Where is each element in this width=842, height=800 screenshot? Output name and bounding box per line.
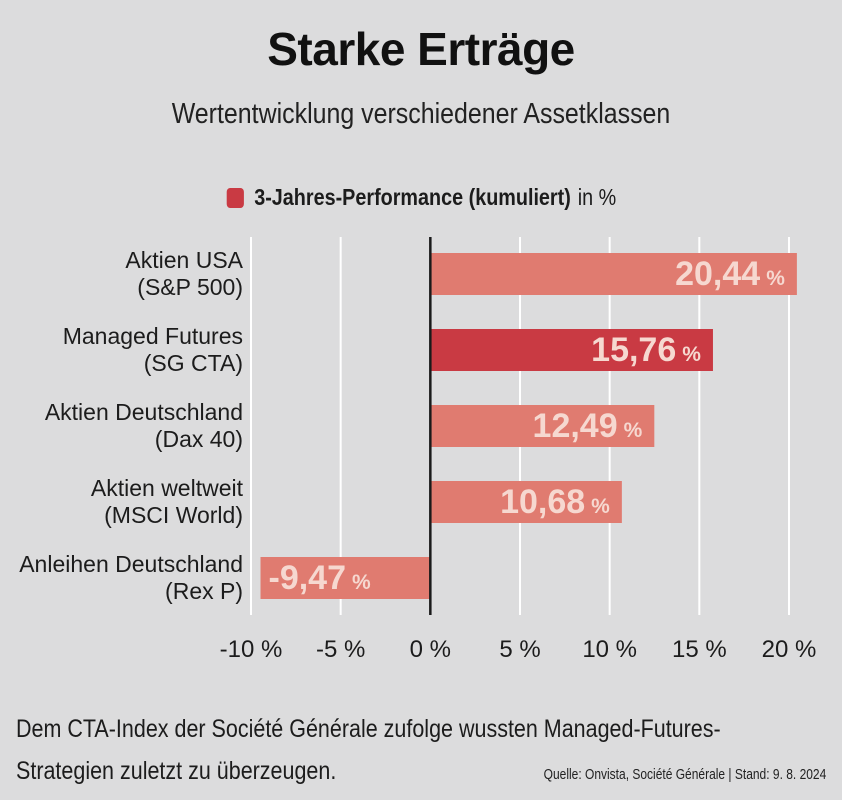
- x-tick-label: 20 %: [762, 636, 817, 663]
- bar: [430, 481, 622, 523]
- bar-value-unit: %: [682, 343, 701, 366]
- category-label: Aktien Deutschland: [45, 399, 243, 425]
- bar: [430, 253, 797, 295]
- bar: [430, 329, 713, 371]
- bar-value-label: 20,44%: [675, 255, 785, 293]
- legend-swatch: [226, 187, 244, 208]
- bar-value-label: -9,47%: [269, 559, 372, 597]
- chart-subtitle: Wertentwicklung verschiedener Assetklass…: [171, 98, 671, 130]
- bar-value-label: 12,49%: [533, 407, 643, 445]
- bar-value-unit: %: [591, 495, 610, 518]
- category-label: Aktien USA: [125, 247, 243, 273]
- bar-value-number: 12,49: [533, 407, 618, 445]
- bar-value-label: 15,76%: [591, 331, 701, 369]
- bar-value-unit: %: [766, 267, 785, 290]
- category-sublabel: (Rex P): [165, 578, 243, 604]
- category-label: Aktien weltweit: [91, 475, 244, 501]
- x-tick-label: 5 %: [499, 636, 540, 663]
- category-sublabel: (S&P 500): [137, 274, 243, 300]
- legend: 3-Jahres-Performance (kumuliert) in %: [0, 184, 842, 211]
- bar-value-number: 20,44: [675, 255, 760, 293]
- bar-value-unit: %: [624, 419, 643, 442]
- bar-chart: 20,44 % Aktien USA(S&P 500) 15,76 % Managed F…: [19, 237, 817, 663]
- category-sublabel: (MSCI World): [104, 502, 243, 528]
- bar-value-number: 10,68: [500, 483, 585, 521]
- bar: [260, 557, 431, 599]
- x-tick-label: 15 %: [672, 636, 727, 663]
- x-tick-label: 10 %: [582, 636, 637, 663]
- source-note: Quelle: Onvista, Société Générale | Stan…: [543, 766, 826, 783]
- x-tick-label: -10 %: [220, 636, 283, 663]
- footer-caption: Dem CTA-Index der Société Générale zufol…: [16, 715, 721, 785]
- legend-unit: in %: [577, 184, 616, 210]
- x-tick-label: 0 %: [410, 636, 451, 663]
- category-label: Managed Futures: [63, 323, 243, 349]
- legend-label: 3-Jahres-Performance (kumuliert): [253, 184, 571, 210]
- bar: [430, 405, 655, 447]
- category-sublabel: (Dax 40): [155, 426, 243, 452]
- category-label: Anleihen Deutschland: [19, 551, 243, 577]
- bar-value-number: 15,76: [591, 331, 676, 369]
- category-sublabel: (SG CTA): [144, 350, 243, 376]
- bar-value-unit: %: [352, 571, 371, 594]
- bar-value-label: 10,68%: [500, 483, 610, 521]
- bar-value-number: -9,47: [269, 559, 347, 597]
- chart-title: Starke Erträge: [267, 23, 575, 75]
- x-tick-label: -5 %: [316, 636, 365, 663]
